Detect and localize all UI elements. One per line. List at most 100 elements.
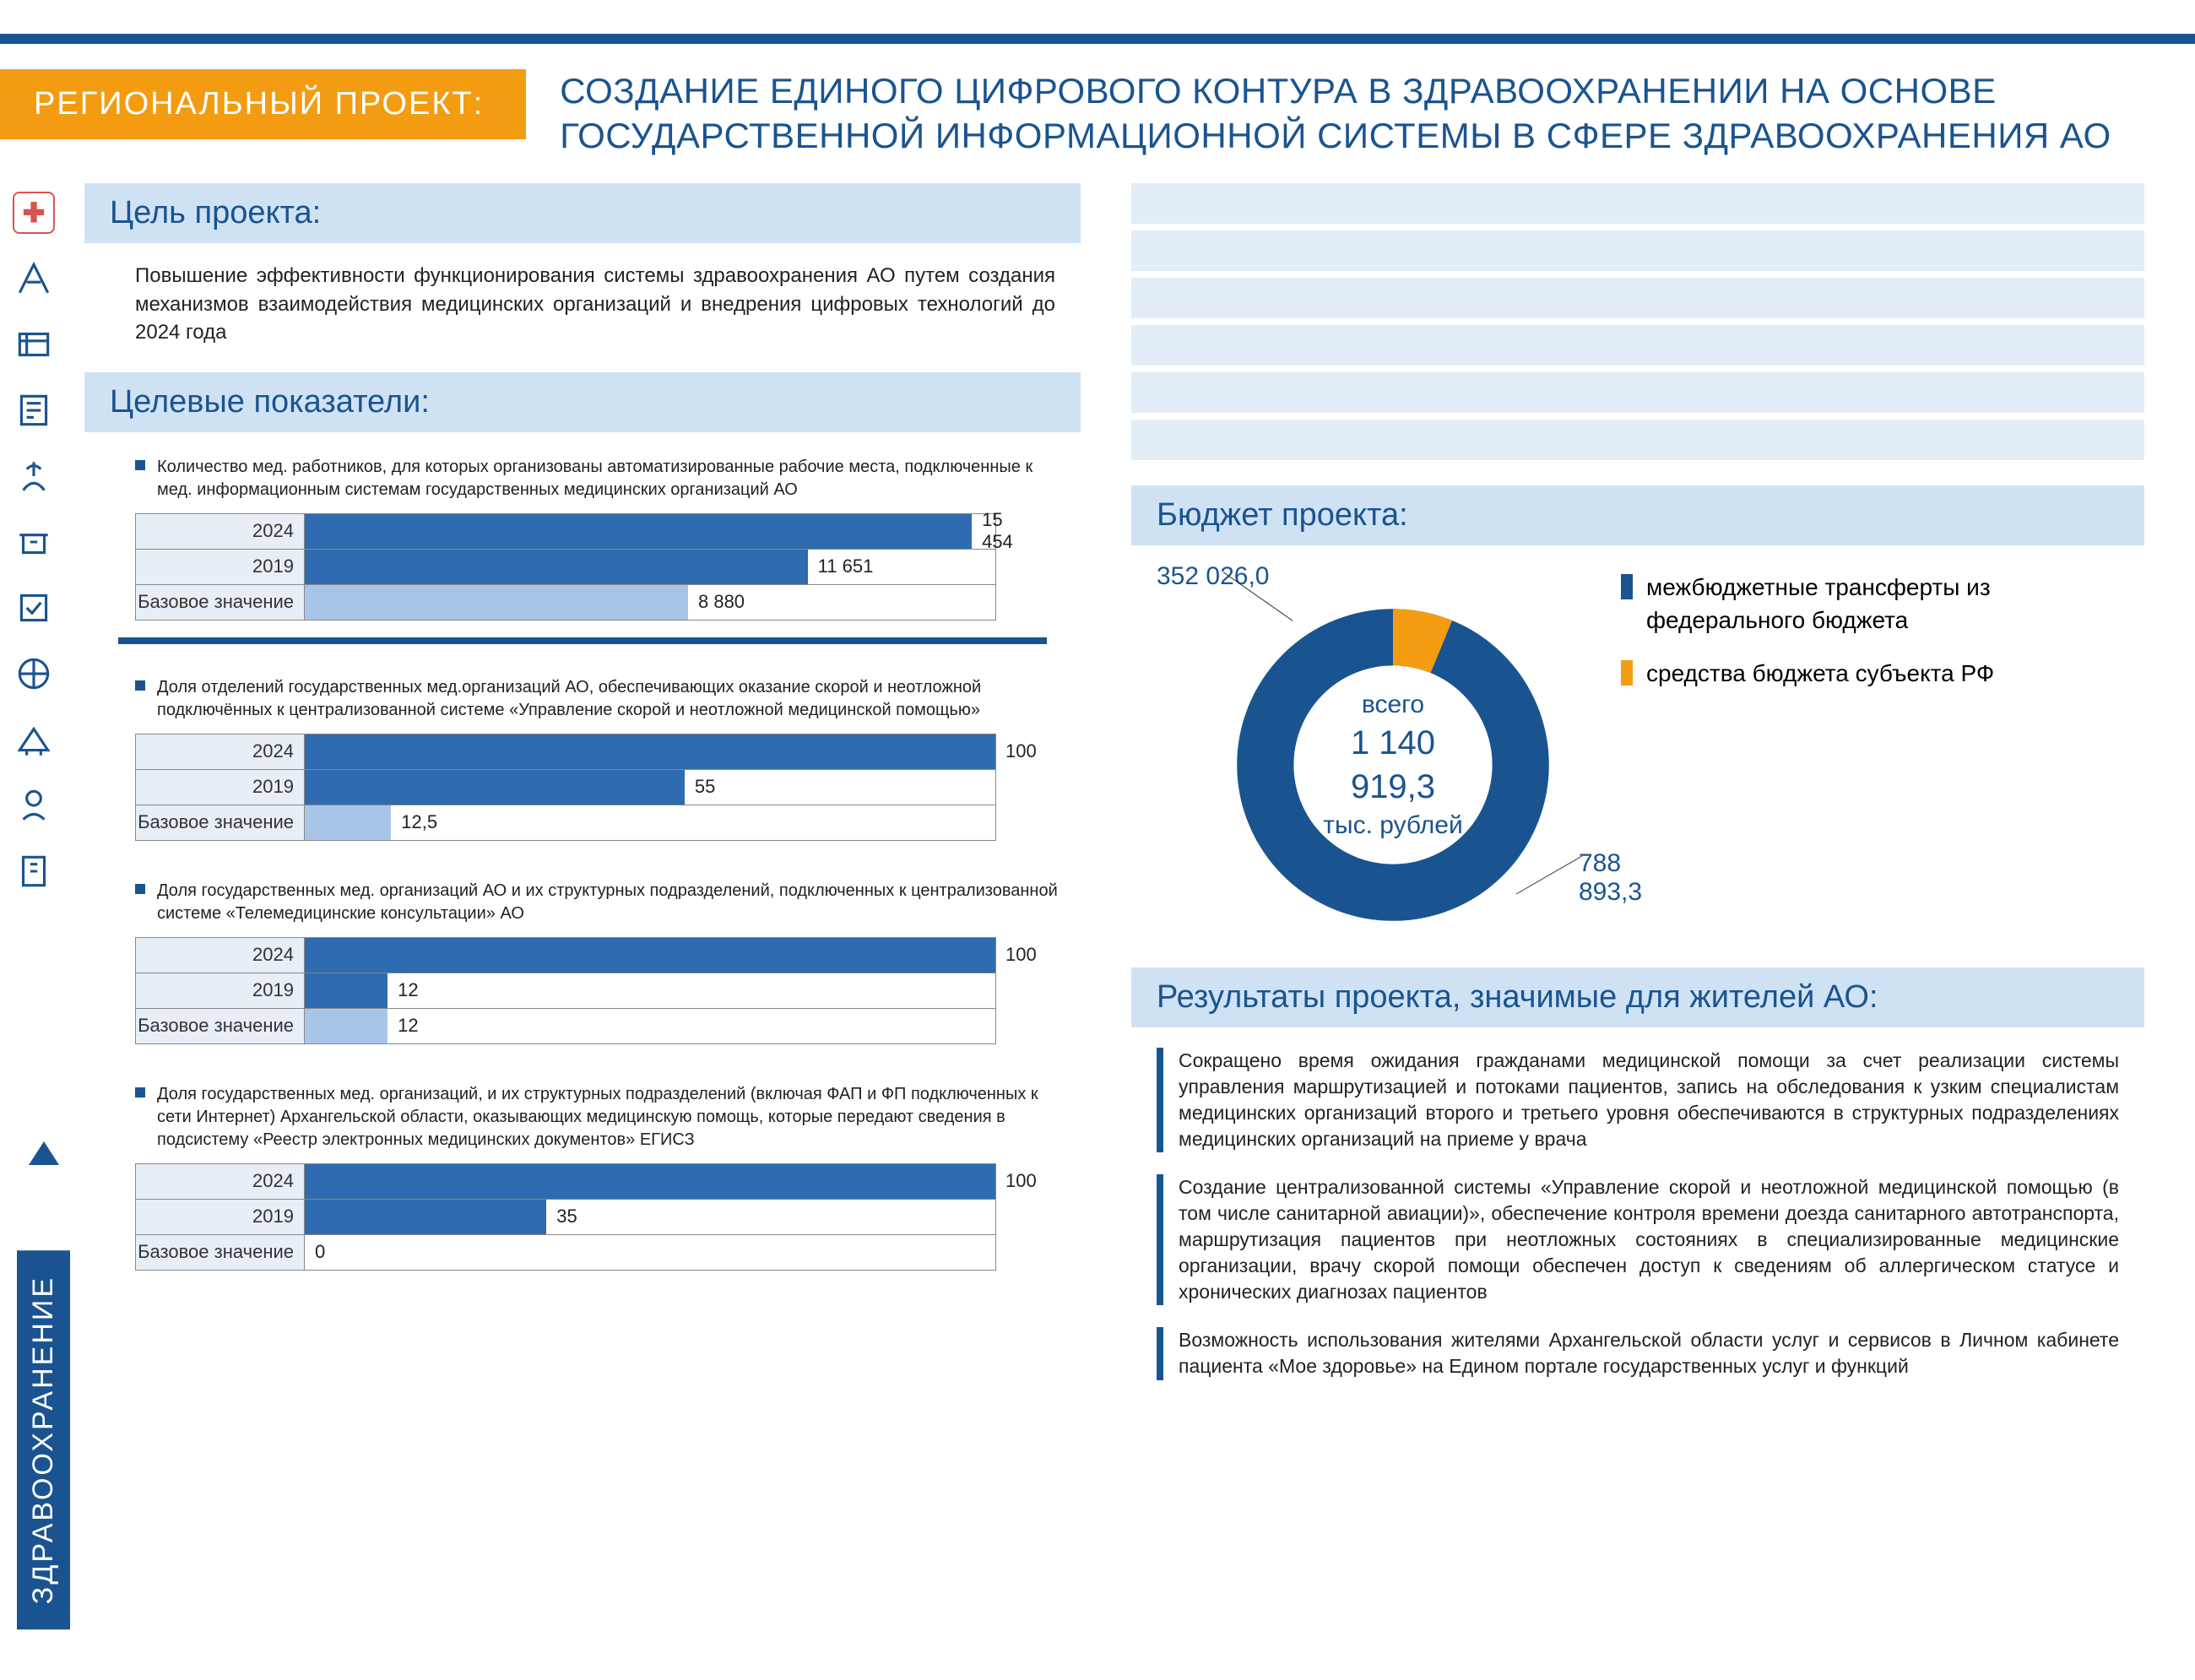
stripe: [1131, 183, 2144, 224]
bar-chart: 2024100201912Базовое значение12: [135, 937, 996, 1044]
legend-item: межбюджетные трансферты из федерального …: [1621, 571, 2127, 637]
result-text: Возможность использования жителями Архан…: [1179, 1327, 2119, 1379]
chart-block: Доля государственных мед. организаций АО…: [84, 856, 1081, 1053]
results-list: Сокращено время ожидания гражданами меди…: [1131, 1027, 2144, 1423]
bar-value: 100: [1005, 740, 1037, 762]
bar-fill: [305, 1009, 388, 1043]
rail-icon-10: [13, 784, 55, 826]
bar-cell: 12: [305, 1008, 996, 1043]
bar-label: Базовое значение: [136, 805, 305, 840]
bar-value: 8 880: [698, 591, 745, 613]
top-border: [0, 34, 2195, 44]
rail-icon-8: [13, 653, 55, 695]
rail-icon-3: [13, 323, 55, 366]
bar-label: 2019: [136, 1199, 305, 1234]
divider: [118, 637, 1047, 644]
bar-value: 35: [556, 1206, 577, 1227]
chart-title: Доля государственных мед. организаций АО…: [135, 880, 1064, 925]
legend-swatch: [1621, 574, 1633, 599]
budget-slice-2-label: 788 893,3: [1579, 849, 1642, 907]
main-layout: ✚ Цель проекта: Повышение эффективности …: [0, 183, 2195, 1576]
charts-container: Количество мед. работников, для которых …: [84, 432, 1081, 1279]
rail-icon-6: [13, 521, 55, 563]
bar-value: 12: [398, 979, 418, 1001]
bar-value: 12: [398, 1015, 418, 1037]
page-title: СОЗДАНИЕ ЕДИНОГО ЦИФРОВОГО КОНТУРА В ЗДР…: [560, 69, 2144, 158]
donut: всего 1 140 919,3 тыс. рублей: [1216, 588, 1570, 942]
bar-label: 2019: [136, 769, 305, 805]
budget-chart: 352 026,0 всего 1 140 919,3 тыс. рублей …: [1131, 545, 2144, 967]
legend-text: средства бюджета субъекта РФ: [1646, 657, 1994, 690]
bar-label: 2024: [136, 937, 305, 973]
stripe: [1131, 230, 2144, 271]
bar-fill: [305, 938, 995, 973]
bar-fill: [305, 973, 388, 1008]
right-stripes: [1131, 183, 2144, 460]
chart-block: Доля государственных мед. организаций, и…: [84, 1059, 1081, 1279]
result-text: Создание централизованной системы «Управ…: [1179, 1174, 2119, 1305]
bar-cell: 12: [305, 973, 996, 1008]
bar-value: 11 651: [818, 555, 874, 577]
indicators-header: Целевые показатели:: [84, 372, 1081, 432]
goal-text: Повышение эффективности функционирования…: [84, 243, 1081, 372]
bar-fill: [305, 734, 995, 769]
bar-value: 100: [1005, 1170, 1037, 1192]
result-item: Создание централизованной системы «Управ…: [1157, 1174, 2119, 1305]
vert-arrow: [29, 1141, 59, 1165]
chart-title: Доля отделений государственных мед.орган…: [135, 676, 1064, 722]
chart-block: Количество мед. работников, для которых …: [84, 432, 1081, 629]
budget-total-label: всего: [1304, 688, 1482, 721]
rail-icon-11: [13, 850, 55, 892]
bar-cell: 35: [305, 1199, 996, 1234]
bar-value: 100: [1005, 944, 1037, 966]
result-text: Сокращено время ожидания гражданами меди…: [1179, 1048, 2119, 1152]
bar-chart: 2024100201935Базовое значение0: [135, 1163, 996, 1271]
budget-header: Бюджет проекта:: [1131, 485, 2144, 545]
results-header: Результаты проекта, значимые для жителей…: [1131, 967, 2144, 1027]
bar-value: 0: [315, 1241, 325, 1263]
budget-slice-1-label: 352 026,0: [1157, 562, 1269, 591]
bar-chart: 202415 454201911 651Базовое значение8 88…: [135, 513, 996, 621]
stripe: [1131, 325, 2144, 366]
bar-cell: 55: [305, 769, 996, 805]
bar-fill: [305, 805, 391, 840]
result-item: Сокращено время ожидания гражданами меди…: [1157, 1048, 2119, 1152]
donut-center: всего 1 140 919,3 тыс. рублей: [1304, 688, 1482, 842]
header: РЕГИОНАЛЬНЫЙ ПРОЕКТ: СОЗДАНИЕ ЕДИНОГО ЦИ…: [0, 69, 2195, 158]
project-badge: РЕГИОНАЛЬНЫЙ ПРОЕКТ:: [0, 69, 526, 139]
bar-cell: 100: [305, 734, 996, 769]
rail-icon-7: [13, 587, 55, 629]
bar-label: Базовое значение: [136, 584, 305, 620]
bar-cell: 100: [305, 937, 996, 973]
bar-label: 2024: [136, 1163, 305, 1199]
chart-title: Доля государственных мед. организаций, и…: [135, 1083, 1064, 1152]
bar-fill: [305, 585, 688, 620]
chart-title: Количество мед. работников, для которых …: [135, 456, 1064, 501]
bar-cell: 100: [305, 1163, 996, 1199]
bar-label: 2024: [136, 734, 305, 769]
right-column: Бюджет проекта: 352 026,0 всего 1 140 91…: [1131, 183, 2144, 1576]
stripe: [1131, 420, 2144, 460]
result-bar: [1157, 1174, 1163, 1305]
bar-fill: [305, 1200, 546, 1234]
budget-legend: межбюджетные трансферты из федерального …: [1621, 571, 2127, 711]
left-column: Цель проекта: Повышение эффективности фу…: [84, 183, 1081, 1576]
result-bar: [1157, 1327, 1163, 1379]
chart-block: Доля отделений государственных мед.орган…: [84, 653, 1081, 849]
legend-item: средства бюджета субъекта РФ: [1621, 657, 2127, 690]
legend-swatch: [1621, 660, 1633, 686]
bar-cell: 0: [305, 1234, 996, 1270]
rail-icon-9: [13, 718, 55, 761]
result-bar: [1157, 1048, 1163, 1152]
stripe: [1131, 278, 2144, 318]
bar-cell: 8 880: [305, 584, 996, 620]
goal-header: Цель проекта:: [84, 183, 1081, 243]
budget-total: 1 140 919,3: [1304, 721, 1482, 809]
bar-cell: 12,5: [305, 805, 996, 840]
bar-value: 55: [695, 776, 715, 798]
result-item: Возможность использования жителями Архан…: [1157, 1327, 2119, 1379]
vertical-category-label: ЗДРАВООХРАНЕНИЕ: [17, 1250, 70, 1629]
bar-fill: [305, 514, 972, 549]
rail-icon-5: [13, 455, 55, 497]
bar-fill: [305, 770, 685, 805]
